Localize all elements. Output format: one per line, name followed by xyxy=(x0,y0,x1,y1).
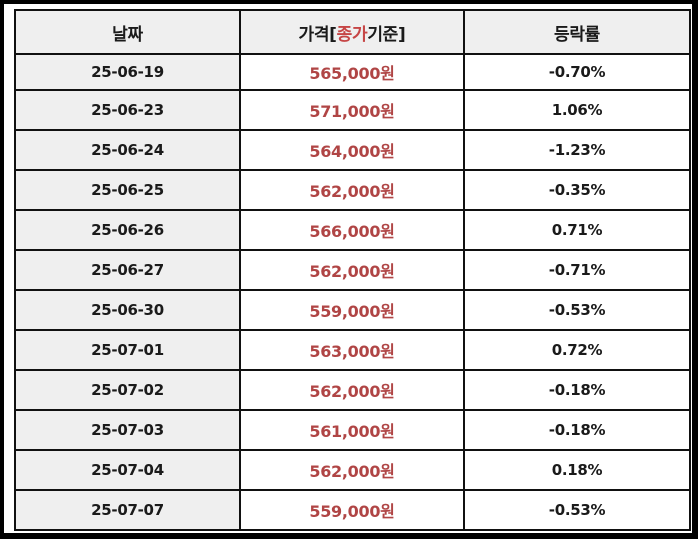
price-cell: 563,000원 xyxy=(239,329,465,371)
header-price-prefix: 가격[ xyxy=(298,24,337,45)
table-row: 25-06-24 564,000원 -1.23% xyxy=(14,129,691,171)
table-row: 25-07-04 562,000원 0.18% xyxy=(14,449,691,491)
date-cell: 25-06-19 xyxy=(14,53,241,91)
change-cell: -0.53% xyxy=(463,289,691,331)
change-cell: -1.23% xyxy=(463,129,691,171)
header-date: 날짜 xyxy=(14,9,241,55)
header-price-suffix: 기준] xyxy=(367,24,406,45)
price-cell: 564,000원 xyxy=(239,129,465,171)
change-cell: -0.71% xyxy=(463,249,691,291)
table-row: 25-06-26 566,000원 0.71% xyxy=(14,209,691,251)
table-row: 25-06-19 565,000원 -0.70% xyxy=(14,53,691,91)
table-row: 25-07-01 563,000원 0.72% xyxy=(14,329,691,371)
price-cell: 559,000원 xyxy=(239,489,465,531)
date-cell: 25-07-03 xyxy=(14,409,241,451)
change-cell: 0.18% xyxy=(463,449,691,491)
table-row: 25-06-27 562,000원 -0.71% xyxy=(14,249,691,291)
header-price-highlight: 종가 xyxy=(336,24,368,45)
change-cell: -0.18% xyxy=(463,409,691,451)
price-cell: 561,000원 xyxy=(239,409,465,451)
date-cell: 25-07-02 xyxy=(14,369,241,411)
date-cell: 25-07-04 xyxy=(14,449,241,491)
change-cell: -0.70% xyxy=(463,53,691,91)
price-cell: 562,000원 xyxy=(239,369,465,411)
change-cell: -0.18% xyxy=(463,369,691,411)
date-cell: 25-06-23 xyxy=(14,89,241,131)
date-cell: 25-06-26 xyxy=(14,209,241,251)
price-cell: 562,000원 xyxy=(239,249,465,291)
table-row: 25-06-23 571,000원 1.06% xyxy=(14,89,691,131)
table-row: 25-06-30 559,000원 -0.53% xyxy=(14,289,691,331)
price-cell: 566,000원 xyxy=(239,209,465,251)
table-row: 25-07-02 562,000원 -0.18% xyxy=(14,369,691,411)
change-cell: 0.71% xyxy=(463,209,691,251)
table-row: 25-07-07 559,000원 -0.53% xyxy=(14,489,691,531)
table-row: 25-07-03 561,000원 -0.18% xyxy=(14,409,691,451)
price-cell: 565,000원 xyxy=(239,53,465,91)
date-cell: 25-07-07 xyxy=(14,489,241,531)
date-cell: 25-07-01 xyxy=(14,329,241,371)
change-cell: -0.53% xyxy=(463,489,691,531)
table-row: 25-06-25 562,000원 -0.35% xyxy=(14,169,691,211)
change-cell: 0.72% xyxy=(463,329,691,371)
date-cell: 25-06-25 xyxy=(14,169,241,211)
date-cell: 25-06-24 xyxy=(14,129,241,171)
date-cell: 25-06-30 xyxy=(14,289,241,331)
price-cell: 562,000원 xyxy=(239,169,465,211)
price-cell: 571,000원 xyxy=(239,89,465,131)
price-cell: 559,000원 xyxy=(239,289,465,331)
header-price: 가격[종가기준] xyxy=(239,9,465,55)
change-cell: 1.06% xyxy=(463,89,691,131)
header-row: 날짜 가격[종가기준] 등락률 xyxy=(14,9,691,55)
change-cell: -0.35% xyxy=(463,169,691,211)
date-cell: 25-06-27 xyxy=(14,249,241,291)
price-table: 날짜 가격[종가기준] 등락률 25-06-19 565,000원 -0.70%… xyxy=(14,9,691,531)
header-change: 등락률 xyxy=(463,9,691,55)
price-cell: 562,000원 xyxy=(239,449,465,491)
